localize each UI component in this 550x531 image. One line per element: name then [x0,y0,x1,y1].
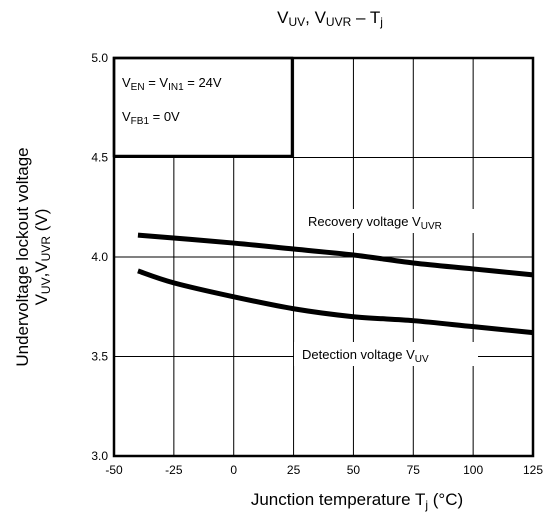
series-line-detection [137,268,534,336]
series-label-recovery: Recovery voltage VUVR [308,214,442,232]
plot-frame [112,56,535,458]
x-tick-label: 100 [463,463,483,477]
y-tick-label: 4.0 [91,250,108,264]
y-tick-label: 3.5 [91,350,108,364]
x-tick-label: 25 [287,463,301,477]
detection-label-bg [294,342,478,366]
x-tick-label: 75 [407,463,421,477]
y-tick-label: 4.5 [91,151,108,165]
series-label-detection: Detection voltage VUV [302,347,429,365]
x-tick-label: 50 [347,463,361,477]
y-axis-title-line-2: VUV,VUVR (V) [32,209,53,306]
x-tick-label: -25 [165,463,183,477]
chart-title: VUV, VUVR – Tj [277,8,383,29]
recovery-label-bg [300,209,490,233]
tick-labels: -50 -25 0 25 50 75 100 125 3.0 3.5 4.0 4.5 5.0 [91,51,543,477]
x-tick-label: 0 [230,463,237,477]
x-axis-title: Junction temperature Tj (°C) [251,490,463,512]
y-tick-label: 3.0 [91,449,108,463]
x-tick-label: 125 [523,463,543,477]
y-tick-label: 5.0 [91,51,108,65]
series-line-recovery [137,232,534,278]
y-axis-title-line-1: Undervoltage lockout voltage [13,147,32,366]
condition-line-1: VEN = VIN1 = 24V [122,75,222,93]
condition-line-2: VFB1 = 0V [122,109,180,127]
x-tick-label: -50 [105,463,123,477]
series [137,232,534,336]
y-axis-title: Undervoltage lockout voltage VUV,VUVR (V… [13,147,53,366]
conditions-box [112,56,294,158]
